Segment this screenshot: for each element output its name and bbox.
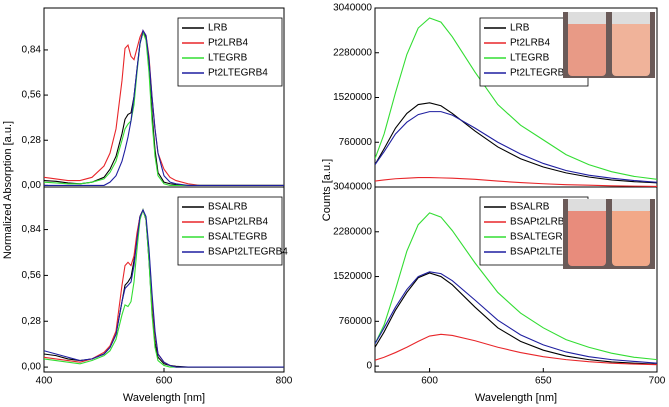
y-tick-label: 0,28 (22, 135, 42, 146)
y-tick-label: 1520000 (333, 271, 372, 282)
x-tick-label: 600 (156, 376, 173, 387)
series-line (375, 111, 657, 183)
legend-label: LRB (208, 23, 228, 34)
series-line (44, 29, 284, 186)
y-tick-label: 0,28 (22, 316, 42, 327)
y-tick-label: 2280000 (333, 226, 372, 237)
y-tick-label: 0,00 (22, 180, 42, 191)
y-tick-label: 0,84 (22, 224, 42, 235)
legend: LRB Pt2LRB4 LTEGRB Pt2LTEGRB4 (177, 17, 283, 87)
legend-label: LTEGRB (510, 53, 550, 64)
series-line (375, 272, 657, 365)
y-tick-label: 0,00 (22, 362, 42, 373)
legend-label: Pt2LTEGRB4 (208, 68, 268, 79)
vial (568, 20, 606, 76)
legend-box (177, 17, 283, 87)
plot-frame (43, 7, 285, 188)
series-line (375, 212, 657, 361)
x-tick-label: 600 (421, 376, 438, 387)
legend-box (177, 196, 283, 266)
y-tick-label: 0,56 (22, 90, 42, 101)
series-line (375, 17, 657, 180)
vial (568, 208, 606, 266)
x-tick-label: 650 (535, 376, 552, 387)
legend-label: BSALTEGRB (510, 232, 570, 243)
x-tick-label: 800 (276, 376, 293, 387)
legend-label: BSAPt2LTEGRB4 (208, 247, 288, 258)
vial-cap (568, 199, 606, 211)
y-tick-label: 3040000 (333, 3, 372, 14)
series-line (375, 333, 657, 366)
legend-label: BSALRB (208, 202, 248, 213)
series-line (375, 271, 657, 364)
vial-cap (612, 12, 650, 24)
legend-label: LRB (510, 23, 530, 34)
legend-label: BSAPt2LRB4 (208, 217, 268, 228)
legend-label: Pt2LTEGRB4 (510, 68, 570, 79)
series-line (44, 29, 284, 186)
legend-label: BSAPt2LTEGRB4 (510, 247, 590, 258)
y-axis-title: Counts [a.u.] (321, 159, 333, 221)
legend-label: Pt2LRB4 (208, 38, 248, 49)
y-tick-label: 0 (366, 361, 372, 372)
y-tick-label: 0,56 (22, 270, 42, 281)
vial (612, 208, 650, 266)
photo-inset (563, 199, 655, 269)
legend-label: BSALTEGRB (208, 232, 268, 243)
vial (612, 20, 650, 76)
vial-cap (612, 199, 650, 211)
series-line (375, 177, 657, 187)
x-axis-title: Wavelength [nm] (123, 392, 205, 404)
panel: 0,00 0,28 0,56 0,84 Normalized Absorption [a… (2, 7, 285, 259)
legend-label: BSAPt2LRB4 (510, 217, 570, 228)
y-tick-label: 760000 (339, 137, 373, 148)
x-tick-label: 400 (36, 376, 53, 387)
legend-label: BSALRB (510, 202, 550, 213)
panel: 0,00 0,28 0,56 0,84 400 600 800 Wavelength [nm]… (22, 186, 293, 404)
x-tick-label: 700 (649, 376, 666, 387)
legend-label: Pt2LRB4 (510, 38, 550, 49)
legend-label: LTEGRB (208, 53, 248, 64)
series-line (44, 208, 284, 368)
y-tick-label: 760000 (339, 316, 373, 327)
x-axis-title: Wavelength [nm] (475, 392, 557, 404)
y-tick-label: 3040000 (333, 182, 372, 193)
y-tick-label: 2280000 (333, 47, 372, 58)
y-tick-label: 1520000 (333, 92, 372, 103)
series-line (375, 102, 657, 184)
vial-cap (568, 12, 606, 24)
y-tick-label: 0,84 (22, 45, 42, 56)
legend: BSALRB BSAPt2LRB4 BSALTEGRB BSAPt2LTEGRB4 (177, 196, 288, 266)
photo-inset (563, 12, 655, 78)
y-axis-title: Normalized Absorption [a.u.] (2, 121, 14, 259)
